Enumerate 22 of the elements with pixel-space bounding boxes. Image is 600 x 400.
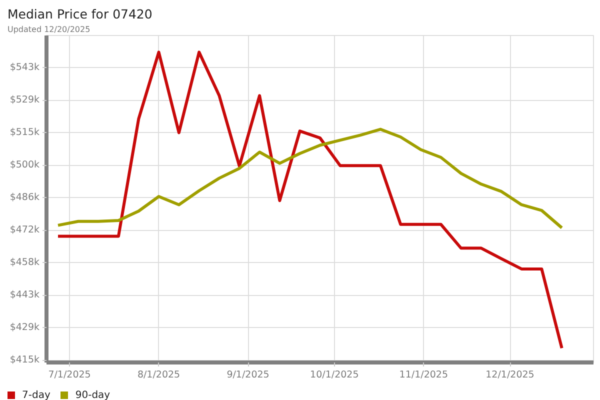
x-tick-label: 7/1/2025 <box>48 370 91 380</box>
chart-subtitle: Updated 12/20/2025 <box>8 25 90 34</box>
x-tick-label: 11/1/2025 <box>399 370 448 380</box>
x-tick-label: 10/1/2025 <box>310 370 359 380</box>
line-series <box>56 128 564 230</box>
x-tick-label: 12/1/2025 <box>486 370 534 380</box>
y-tick-label: $429k <box>10 322 40 334</box>
chart-title: Median Price for 07420 <box>8 6 152 22</box>
y-tick-label: $472k <box>10 224 40 236</box>
y-tick-label: $543k <box>10 62 40 74</box>
y-tick-label: $415k <box>10 354 40 366</box>
y-tick-label: $458k <box>10 257 40 268</box>
y-tick-label: $529k <box>10 94 40 106</box>
line-series <box>56 50 564 350</box>
y-tick-label: $443k <box>10 290 40 301</box>
y-tick-label: $500k <box>10 160 40 171</box>
x-tick-label: 9/1/2025 <box>226 370 270 380</box>
legend-label: 90-day <box>75 389 110 400</box>
legend-label: 7-day <box>22 389 50 400</box>
x-tick-label: 8/1/2025 <box>137 370 180 380</box>
y-tick-label: $486k <box>10 192 40 204</box>
y-tick-label: $515k <box>10 127 40 138</box>
